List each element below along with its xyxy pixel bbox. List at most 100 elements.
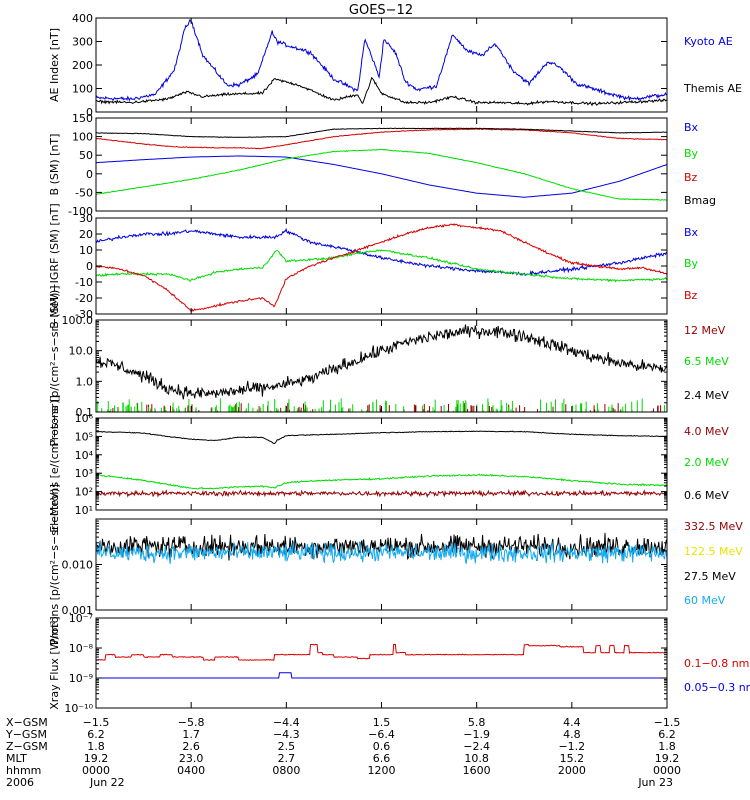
ytick-label: -50 — [75, 186, 93, 199]
ephemeris-value: 2.5 — [278, 740, 296, 753]
series-xray-0 — [96, 643, 667, 662]
ytick-label: 100 — [72, 131, 93, 144]
series-ae-1 — [96, 76, 667, 107]
ytick-label: 20 — [79, 228, 93, 241]
frame-protons_high — [95, 518, 668, 611]
plot-area-electrons — [96, 430, 667, 499]
ephemeris-value: −5.8 — [178, 716, 205, 729]
ephemeris-value: 10.8 — [464, 752, 489, 765]
ephemeris-value: 19.2 — [655, 752, 680, 765]
series-b-0 — [96, 155, 667, 198]
yticks-protons_low: 0.1 1.0 10.0 100.0 — [62, 314, 667, 419]
ephemeris-value: 2000 — [558, 764, 586, 777]
ytick-label: 100 — [72, 83, 93, 96]
ytick-label: 10⁶ — [75, 412, 94, 425]
ephemeris-value: 4.8 — [563, 728, 581, 741]
plot-area-b — [96, 127, 667, 201]
series-bdiff-1 — [96, 249, 667, 283]
yticks-bdiff: -30 -20 -10 0 10 20 30 — [75, 212, 667, 321]
ephemeris-value: 6.2 — [87, 728, 105, 741]
legend-protons_high-3: 60 MeV — [684, 594, 726, 607]
ytick-label: -10 — [75, 276, 93, 289]
ephemeris-value: 0.6 — [373, 740, 391, 753]
ytick-label: -30 — [75, 308, 93, 321]
ephemeris-value: 1.5 — [373, 716, 391, 729]
panel-ae: 0 100 200 300 400 AE Index [nT] Kyoto AE Themis… — [48, 12, 742, 119]
ylabel-xray: Xray Flux [W/m²] — [48, 616, 61, 709]
ephemeris-value: 1.8 — [658, 740, 676, 753]
ylabel-ae: AE Index [nT] — [48, 28, 61, 102]
ytick-label: 10.0 — [69, 345, 94, 358]
ytick-label: 10 — [79, 244, 93, 257]
legend-ae-1: Themis AE — [683, 82, 742, 95]
yticks-ae: 0 100 200 300 400 — [72, 12, 667, 119]
series-protons_low-2 — [96, 324, 667, 400]
ylabel-protons_high: Protons [p/(cm²−s−sr−MeV)] — [48, 484, 61, 645]
frame-electrons — [95, 417, 668, 511]
legend-protons_low-1: 6.5 MeV — [684, 355, 729, 368]
series-electrons-1 — [96, 473, 667, 490]
plot-area-ae — [96, 18, 667, 107]
ylabel-electrons: Electrons [e/(cm²−s−sr)] — [48, 395, 61, 533]
frame-protons_low — [95, 319, 668, 413]
series-protons_high-3 — [96, 541, 667, 565]
ytick-label: 0 — [86, 260, 93, 273]
yticks-xray: 10⁻¹⁰ 10⁻⁹ 10⁻⁸ 10⁻⁷ — [64, 612, 667, 715]
ephemeris-value: 6.2 — [658, 728, 676, 741]
legend-electrons-2: 0.6 MeV — [684, 489, 729, 502]
panel-b: -100 -50 0 50 100 150 B (SM) [nT] Bx By Bz Bmag — [48, 112, 716, 218]
ytick-label: -100 — [68, 205, 93, 218]
legend-protons_high-0: 332.5 MeV — [684, 520, 743, 533]
ytick-label: 50 — [79, 149, 93, 162]
series-protons_low-1 — [96, 398, 665, 412]
ytick-label: 0.1 — [76, 406, 94, 419]
ephemeris-value: 2.7 — [278, 752, 296, 765]
ytick-label: 10³ — [75, 467, 93, 480]
plot-area-protons_low — [96, 324, 667, 412]
ytick-label: 0 — [86, 168, 93, 181]
legend-bdiff-0: Bx — [684, 226, 699, 239]
ephemeris-value: 0400 — [177, 764, 205, 777]
legend-xray-1: 0.05−0.3 nm — [684, 681, 750, 694]
legend-bdiff-1: By — [684, 257, 699, 270]
frame-xray — [95, 617, 668, 709]
ephemeris-value: 5.8 — [468, 716, 486, 729]
ephemeris-value: −4.4 — [273, 716, 300, 729]
ephemeris-value: −1.5 — [654, 716, 681, 729]
series-bdiff-0 — [96, 227, 667, 276]
plot-area-bdiff — [96, 223, 667, 313]
ephemeris-label: hhmm — [6, 764, 41, 777]
ephemeris-value: 1200 — [368, 764, 396, 777]
ytick-label: 10² — [75, 486, 93, 499]
ytick-label: 0.001 — [62, 604, 94, 617]
legend-b-2: Bz — [684, 171, 698, 184]
ephemeris-value: 19.2 — [84, 752, 109, 765]
ytick-label: -20 — [75, 292, 93, 305]
ytick-label: 0.010 — [62, 559, 94, 572]
ytick-label: 10⁻⁹ — [69, 672, 93, 685]
plot-area-xray — [96, 643, 667, 679]
legend-electrons-1: 2.0 MeV — [684, 456, 729, 469]
legend-protons_high-1: 122.5 MeV — [684, 545, 743, 558]
legend-b-1: By — [684, 147, 699, 160]
ytick-label: 10⁻⁸ — [69, 642, 94, 655]
ephemeris-value: 1600 — [463, 764, 491, 777]
ylabel-protons_low: Protons [p/(cm²−s−sr−MeV)] — [48, 285, 61, 446]
legend-electrons-0: 4.0 MeV — [684, 425, 729, 438]
ephemeris-value: 6.6 — [373, 752, 391, 765]
panel-electrons: 10¹ 10² 10³ 10⁴ 10⁵ 10⁶ Electrons [e/(cm²−s−sr… — [48, 395, 729, 533]
yticks-electrons: 10¹ 10² 10³ 10⁴ 10⁵ 10⁶ — [75, 412, 667, 517]
ephemeris-value: −4.3 — [273, 728, 300, 741]
ephemeris-table: X−GSM −1.5 −5.8 −4.4 1.5 5.8 4.4 −1.5Y−GSM 6.2 1.… — [5, 716, 681, 789]
plot-area-protons_high — [96, 532, 667, 565]
ephemeris-value: 15.2 — [560, 752, 585, 765]
ephemeris-value: 2.6 — [182, 740, 200, 753]
ephemeris-label: Y−GSM — [5, 728, 47, 741]
ytick-label: 100.0 — [62, 314, 94, 327]
legend-ae-0: Kyoto AE — [684, 35, 733, 48]
ytick-label: 10⁵ — [75, 430, 93, 443]
